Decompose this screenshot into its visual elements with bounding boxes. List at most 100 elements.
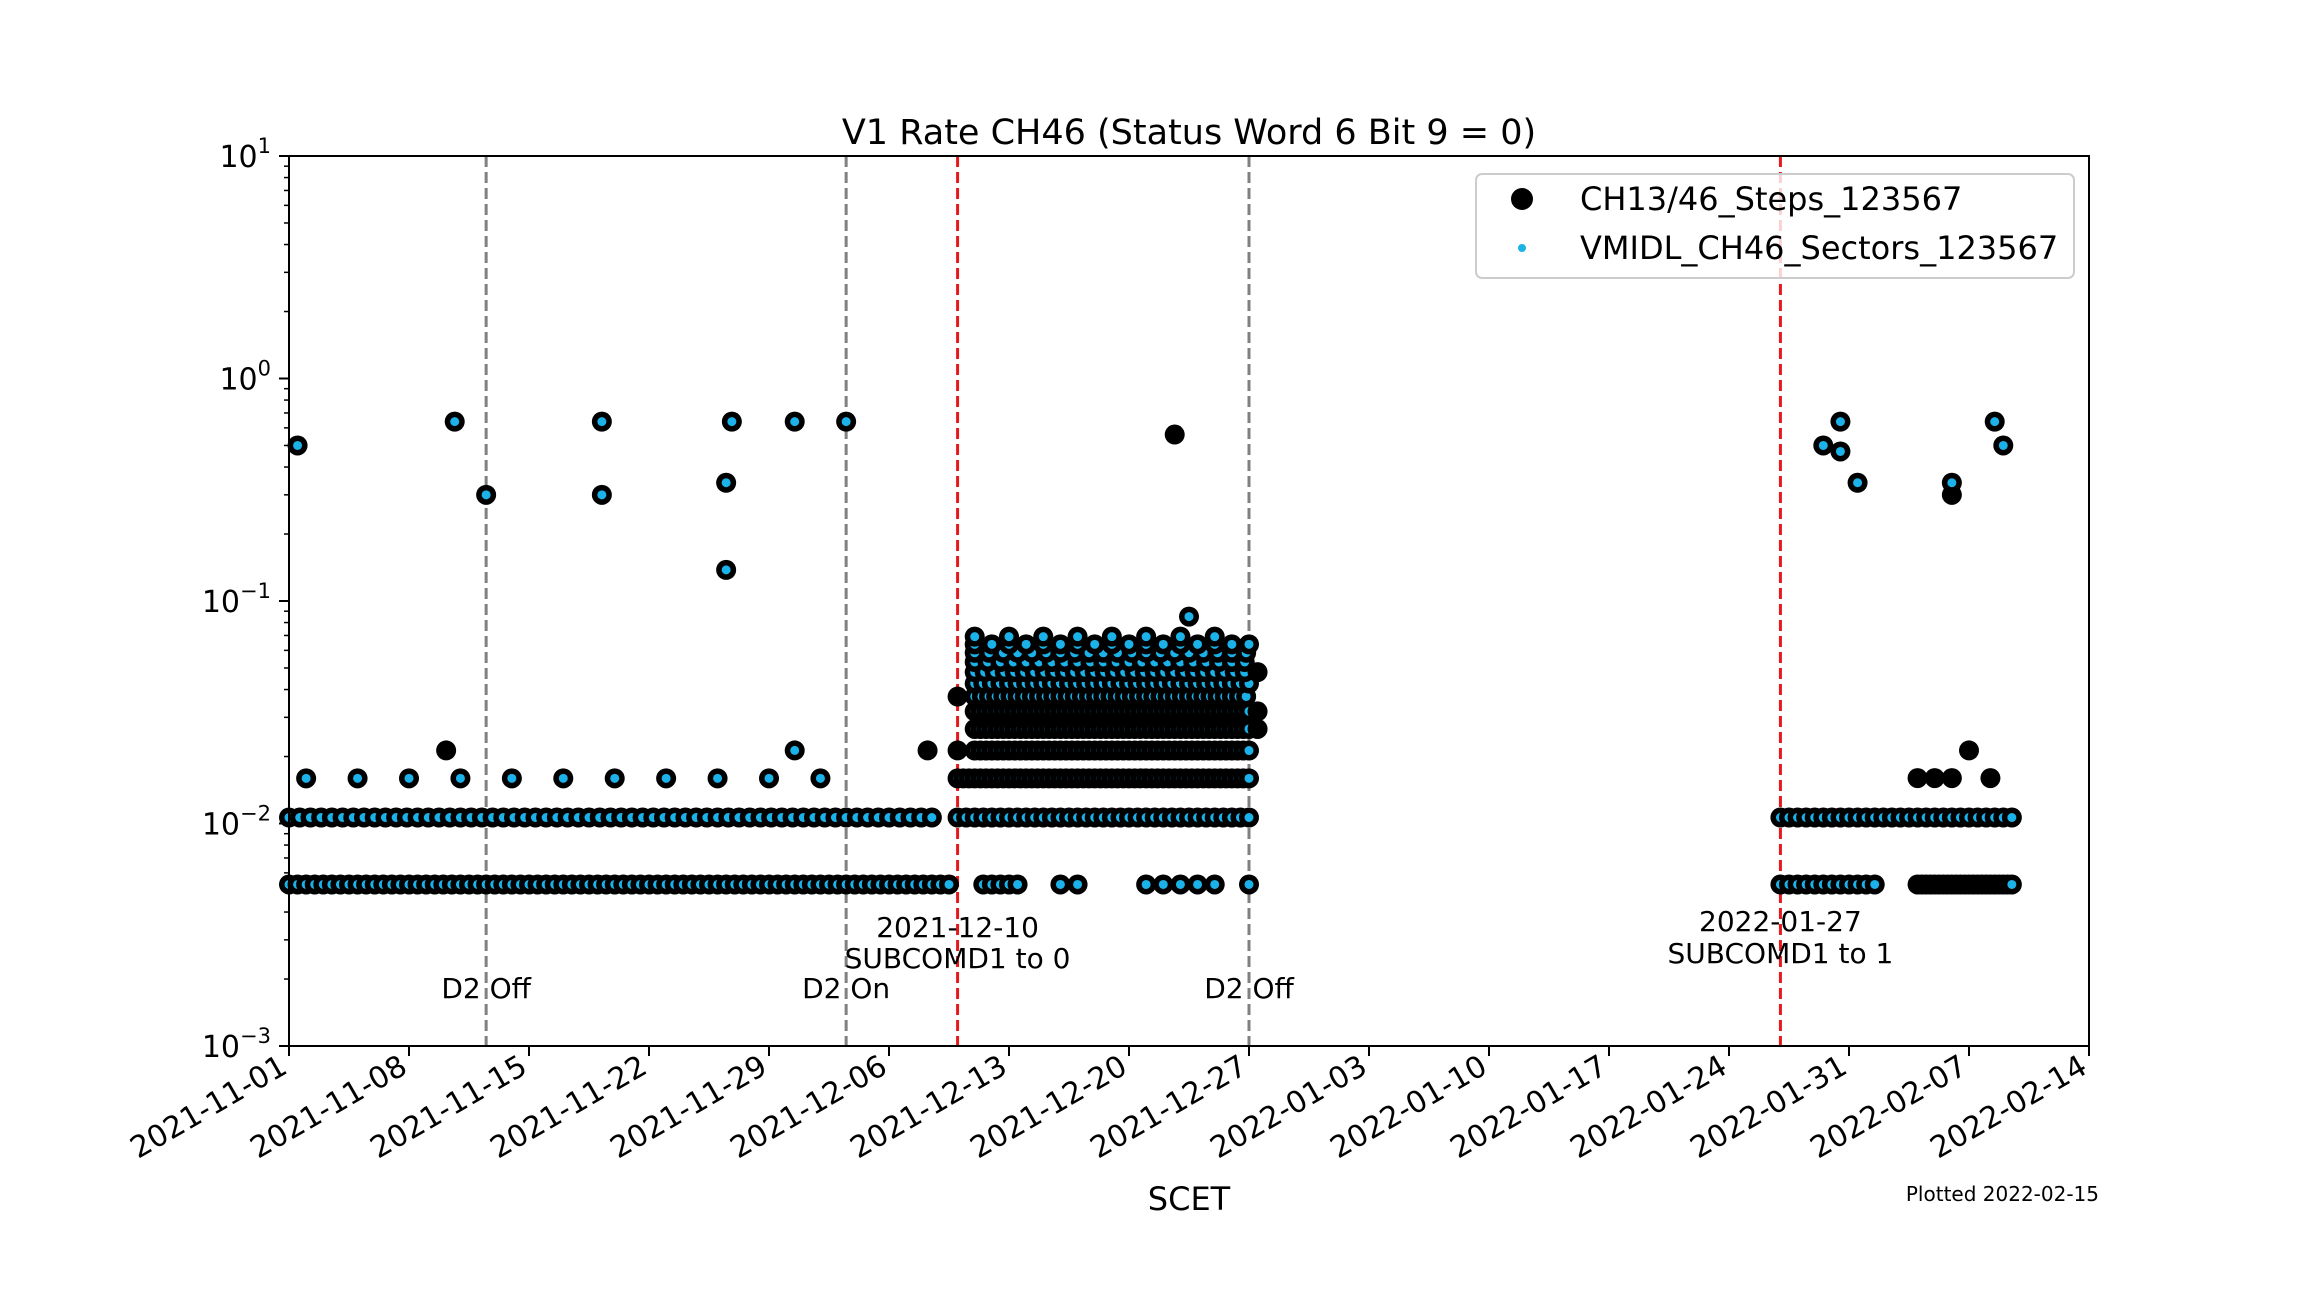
sectors-point	[507, 773, 517, 783]
sectors-point	[455, 773, 465, 783]
sectors-point	[1021, 639, 1031, 649]
sectors-point	[353, 773, 363, 783]
annotation-text: D2 Off	[1204, 972, 1294, 1005]
sectors-point	[1990, 417, 2000, 427]
sectors-point	[721, 565, 731, 575]
sectors-point	[1055, 639, 1065, 649]
sectors-point	[610, 773, 620, 783]
steps-point	[1959, 740, 1979, 761]
sectors-point	[944, 879, 954, 889]
sectors-point	[790, 745, 800, 755]
legend-marker-sectors	[1518, 244, 1526, 252]
y-tick-label: 100	[219, 357, 271, 398]
annotation-text: SUBCOMD1 to 1	[1668, 937, 1894, 970]
steps-point	[1941, 768, 1962, 789]
sectors-point	[927, 813, 937, 823]
sectors-point	[987, 639, 997, 649]
steps-point	[1980, 768, 2001, 789]
sectors-point	[1184, 612, 1194, 622]
y-tick-label: 10−2	[202, 802, 271, 843]
steps-point	[1924, 768, 1945, 789]
steps-point	[947, 686, 968, 707]
sectors-point	[1158, 879, 1168, 889]
sectors-point	[1175, 879, 1185, 889]
steps-point	[1247, 662, 1268, 683]
sectors-point	[727, 417, 737, 427]
sectors-point	[2007, 879, 2017, 889]
sectors-point	[1818, 440, 1828, 450]
annotation-text: 2022-01-27	[1699, 905, 1862, 938]
legend-marker-steps	[1511, 188, 1533, 210]
sectors-point	[481, 490, 491, 500]
sectors-point	[1193, 639, 1203, 649]
sectors-point	[1004, 632, 1014, 642]
sectors-point	[1241, 691, 1251, 701]
sectors-point	[1835, 417, 1845, 427]
sectors-point	[1244, 746, 1254, 756]
sectors-point	[661, 773, 671, 783]
x-axis-label: SCET	[1148, 1180, 1231, 1218]
sectors-point	[1244, 639, 1254, 649]
sectors-point	[1073, 879, 1083, 889]
sectors-point	[1107, 632, 1117, 642]
sectors-point	[1038, 632, 1048, 642]
steps-point	[1907, 768, 1928, 789]
sectors-point	[1853, 478, 1863, 488]
chart-title: V1 Rate CH46 (Status Word 6 Bit 9 = 0)	[842, 113, 1536, 153]
sectors-point	[1124, 639, 1134, 649]
y-tick-label: 10−1	[202, 579, 271, 620]
sectors-point	[1090, 639, 1100, 649]
sectors-point	[1244, 813, 1254, 823]
legend-label-steps: CH13/46_Steps_123567	[1580, 180, 1962, 218]
steps-point	[947, 740, 968, 761]
sectors-point	[1073, 632, 1083, 642]
sectors-point	[713, 773, 723, 783]
sectors-point	[1055, 879, 1065, 889]
y-tick-label: 101	[219, 134, 271, 175]
sectors-point	[404, 773, 414, 783]
sectors-point	[1158, 639, 1168, 649]
plotted-date-note: Plotted 2022-02-15	[1906, 1182, 2099, 1206]
sectors-point	[301, 773, 311, 783]
sectors-point	[1227, 639, 1237, 649]
sectors-point	[1141, 632, 1151, 642]
sectors-point	[764, 773, 774, 783]
sectors-point	[721, 478, 731, 488]
data-points	[279, 411, 2022, 895]
sectors-point	[597, 417, 607, 427]
legend-label-sectors: VMIDL_CH46_Sectors_123567	[1580, 229, 2058, 267]
annotation-text: D2 Off	[441, 972, 531, 1005]
sectors-point	[1210, 632, 1220, 642]
steps-point	[917, 740, 938, 761]
sectors-point	[1870, 879, 1880, 889]
sectors-point	[1141, 879, 1151, 889]
y-tick-label: 10−3	[202, 1024, 271, 1065]
vertical-reference-lines	[484, 156, 1782, 1046]
sectors-point	[1947, 478, 1957, 488]
sectors-point	[1210, 879, 1220, 889]
sectors-point	[815, 773, 825, 783]
legend: CH13/46_Steps_123567 VMIDL_CH46_Sectors_…	[1475, 173, 2075, 279]
y-axis: 10−3 10−2 10−1 100 101	[202, 134, 289, 1065]
annotation-text: D2 On	[802, 972, 890, 1005]
legend-box	[1475, 173, 2075, 279]
annotation-text: SUBCOMD1 to 0	[845, 942, 1071, 975]
steps-point	[1247, 718, 1268, 739]
sectors-point	[597, 490, 607, 500]
steps-point	[436, 740, 457, 761]
sectors-point	[841, 417, 851, 427]
sectors-point	[1835, 446, 1845, 456]
sectors-point	[1244, 879, 1254, 889]
steps-point	[1164, 424, 1185, 445]
annotation-text: 2021-12-10	[876, 911, 1039, 944]
sectors-point	[1244, 773, 1254, 783]
sectors-point	[2007, 813, 2017, 823]
sectors-point	[293, 440, 303, 450]
steps-point	[1941, 484, 1962, 505]
sectors-point	[450, 417, 460, 427]
sectors-point	[558, 773, 568, 783]
steps-point	[1247, 701, 1268, 722]
sectors-point	[1175, 632, 1185, 642]
